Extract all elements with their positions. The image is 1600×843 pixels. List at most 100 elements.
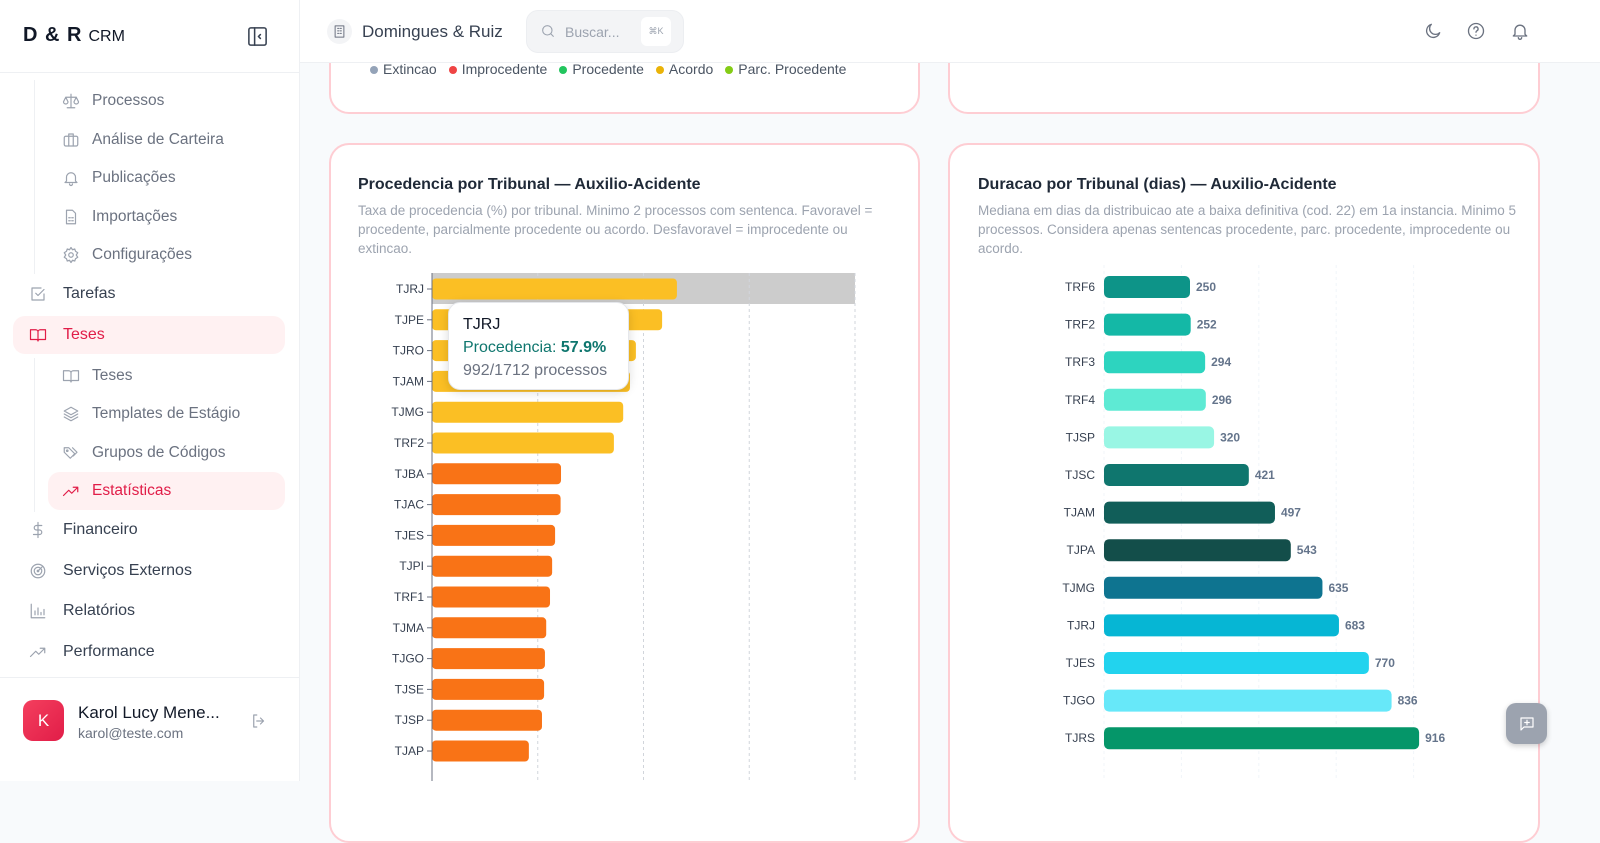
moon-icon[interactable] <box>1423 21 1443 46</box>
sidebar-item-configuracoes[interactable]: Configurações <box>48 236 285 274</box>
divider <box>34 80 35 274</box>
sidebar-item-label: Relatórios <box>63 602 136 619</box>
logout-icon[interactable] <box>250 712 268 735</box>
legend: Extincao Improcedente Procedente Acordo Parc… <box>370 61 846 77</box>
tick-label: TJSE <box>395 682 424 696</box>
bell-icon[interactable] <box>1510 21 1530 46</box>
chart-tooltip: TJRJ Procedencia: 57.9% 992/1712 process… <box>448 302 629 390</box>
sidebar-item-servicos-externos[interactable]: Serviços Externos <box>13 552 285 590</box>
sidebar-item-teses[interactable]: Teses <box>48 357 285 395</box>
sidebar-item-importacoes[interactable]: Importações <box>48 198 285 236</box>
bar-tjgo <box>432 648 545 670</box>
tooltip-detail: 992/1712 processos <box>463 362 608 379</box>
sidebar-item-label: Grupos de Códigos <box>92 444 226 461</box>
bar-trf4 <box>1104 388 1206 411</box>
bar-tjma <box>432 617 547 639</box>
legend-dot <box>725 66 734 74</box>
shortcut-badge: ⌘K <box>641 17 671 46</box>
chart-title: Duracao por Tribunal (dias) — Auxilio-Ac… <box>978 176 1337 193</box>
sidebar-item-label: Performance <box>63 643 155 660</box>
sidebar-item-label: Estatísticas <box>92 482 172 499</box>
sidebar-item-estatisticas[interactable]: Estatísticas <box>48 472 285 510</box>
duracao-card: Duracao por Tribunal (dias) — Auxilio-Ac… <box>948 143 1540 843</box>
divider <box>34 358 35 512</box>
tick-label: TJAC <box>394 498 424 512</box>
sidebar-item-label: Teses <box>63 326 105 343</box>
trending-up-icon <box>27 643 49 661</box>
legend-item[interactable]: Parc. Procedente <box>725 61 846 77</box>
bar-tjpi <box>432 555 553 577</box>
bar-chart-icon <box>27 602 49 620</box>
user-email: karol@teste.com <box>78 725 184 741</box>
legend-dot <box>559 66 568 74</box>
logo: D & R CRM <box>23 24 125 46</box>
sidebar-item-templates-de-estagio[interactable]: Templates de Estágio <box>48 395 285 433</box>
tick-label: TJAM <box>393 374 424 388</box>
legend-label: Extincao <box>383 61 437 77</box>
scale-icon <box>62 92 80 110</box>
tick-label: TRF3 <box>1065 355 1095 369</box>
tick-label: TJRJ <box>1067 618 1095 632</box>
tick-label: TJGO <box>1063 694 1095 708</box>
help-icon[interactable] <box>1466 21 1486 46</box>
sidebar-item-financeiro[interactable]: Financeiro <box>13 511 285 549</box>
tick-label: TRF2 <box>394 436 424 450</box>
sidebar-item-grupos-de-codigos[interactable]: Grupos de Códigos <box>48 434 285 472</box>
legend-item[interactable]: Procedente <box>559 61 644 77</box>
bar-tjsp <box>432 709 542 731</box>
bar-tjrs <box>1104 727 1420 750</box>
legend-item[interactable]: Extincao <box>370 61 437 77</box>
bell-icon <box>62 169 80 187</box>
duracao-chart: TRF6 250 TRF2 252 TRF3 294 TRF4 296 TJSP 320 TJSC 4… <box>1062 265 1445 781</box>
user-name: Karol Lucy Mene... <box>78 703 220 722</box>
tick-label: TJMG <box>1062 581 1095 595</box>
bar-tjrj <box>432 278 677 300</box>
value-label: 320 <box>1220 430 1240 444</box>
legend-item[interactable]: Acordo <box>655 61 713 77</box>
book-open-icon <box>62 367 80 385</box>
avatar: K <box>23 700 64 741</box>
tick-label: TJRJ <box>396 282 424 296</box>
sidebar-item-processos[interactable]: Processos <box>48 82 285 120</box>
sidebar: D & R CRM Processos Análise de Carteira Pub… <box>0 0 300 781</box>
feedback-button[interactable] <box>1506 703 1547 744</box>
sidebar-item-tarefas[interactable]: Tarefas <box>13 275 285 313</box>
search-placeholder: Buscar... <box>565 24 620 40</box>
search-input[interactable]: Buscar... ⌘K <box>526 10 684 53</box>
chart-title: Procedencia por Tribunal — Auxilio-Acide… <box>358 176 701 193</box>
collapse-sidebar-icon[interactable] <box>246 25 269 53</box>
chart-subtitle: Mediana em dias da distribuicao ate a ba… <box>978 203 1517 256</box>
sidebar-item-relatorios[interactable]: Relatórios <box>13 592 285 630</box>
bar-tjrj <box>1104 614 1339 637</box>
legend-dot <box>448 66 457 74</box>
sidebar-item-label: Tarefas <box>63 285 116 302</box>
legend-label: Procedente <box>572 61 644 77</box>
header: Domingues & Ruiz Buscar... ⌘K <box>300 0 1600 63</box>
sidebar-item-analise-de-carteira[interactable]: Análise de Carteira <box>48 121 285 159</box>
tick-label: TJES <box>395 528 424 542</box>
trending-up-icon <box>62 482 80 500</box>
tooltip-title: TJRJ <box>463 316 501 333</box>
legend-item[interactable]: Improcedente <box>448 61 547 77</box>
sidebar-item-publicacoes[interactable]: Publicações <box>48 159 285 197</box>
divider <box>0 677 300 678</box>
tick-label: TJPE <box>395 313 424 327</box>
sidebar-item-label: Financeiro <box>63 521 138 538</box>
sidebar-item-teses[interactable]: Teses <box>13 316 285 354</box>
bar-tjes <box>432 524 556 546</box>
gear-icon <box>62 246 80 264</box>
tick-label: TJMA <box>393 621 424 635</box>
value-label: 296 <box>1212 393 1232 407</box>
bar-trf2 <box>432 432 614 454</box>
value-label: 770 <box>1375 656 1395 670</box>
sidebar-item-performance[interactable]: Performance <box>13 633 285 671</box>
tick-label: TJRO <box>393 344 424 358</box>
tick-label: TJGO <box>392 652 424 666</box>
sidebar-item-label: Importações <box>92 208 178 225</box>
radar-icon <box>27 562 49 580</box>
org-name[interactable]: Domingues & Ruiz <box>362 22 503 41</box>
value-label: 250 <box>1196 280 1216 294</box>
tick-label: TJSP <box>1066 430 1095 444</box>
bar-trf6 <box>1104 276 1190 298</box>
tick-label: TRF6 <box>1065 280 1095 294</box>
